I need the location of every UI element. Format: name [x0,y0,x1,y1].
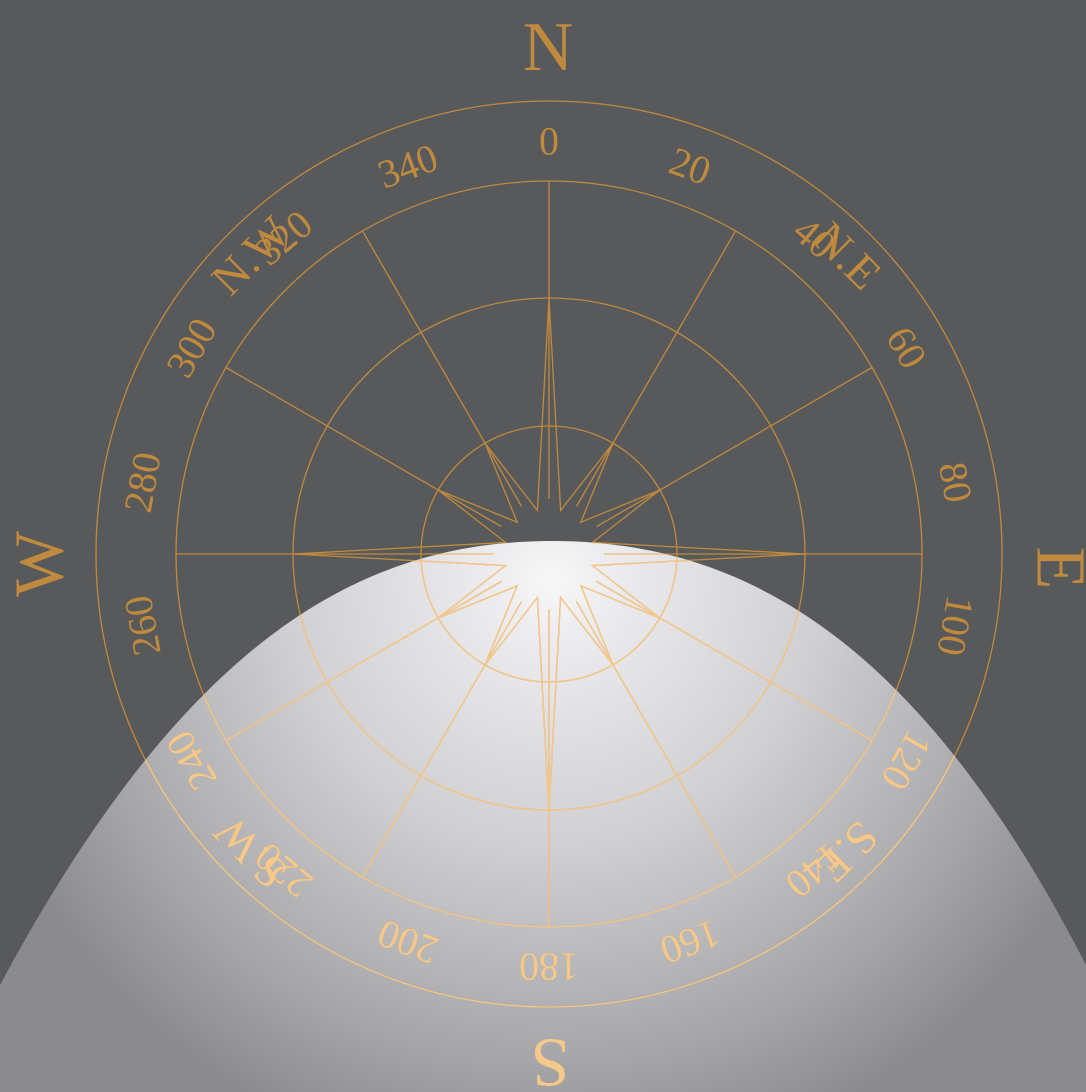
cardinal-n: N [523,9,574,86]
degree-label-0: 0 [539,119,559,164]
light-beam [0,541,1086,1092]
degree-label-180: 180 [519,945,579,990]
radial-line [225,580,502,742]
cardinal-e: E [1022,547,1086,590]
radial-line [225,366,502,528]
degree-label-100: 100 [928,592,983,659]
degree-label-280: 280 [115,449,170,516]
radial-line [361,230,523,507]
cardinal-s: S [531,1024,570,1092]
radial-line [575,601,737,878]
degree-label-260: 260 [115,592,170,659]
radial-line [361,601,523,878]
cardinal-w: W [2,531,79,597]
degree-label-80: 80 [930,459,981,506]
radial-line [596,366,873,528]
radial-line [596,580,873,742]
degree-label-180: 180 [519,945,579,990]
radial-line [575,230,737,507]
compass-star [292,541,806,811]
